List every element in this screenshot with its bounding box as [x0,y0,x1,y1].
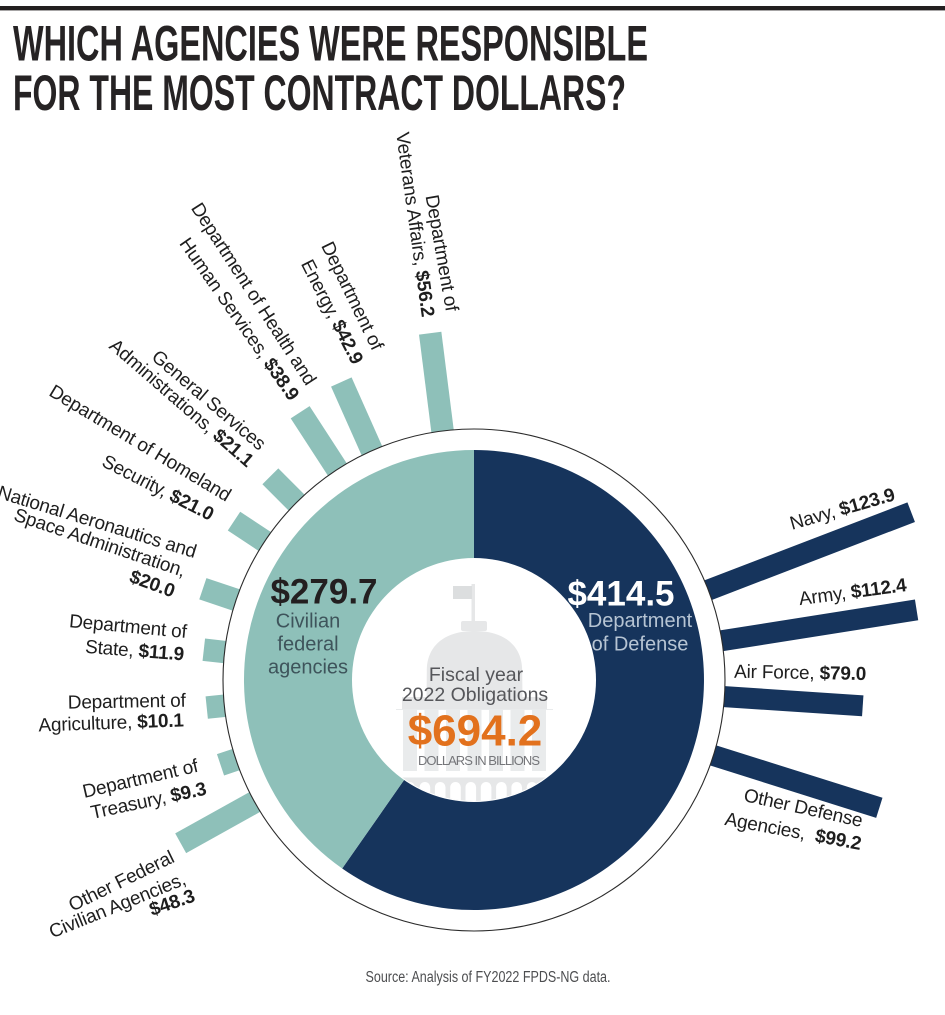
svg-text:Civilian: Civilian [276,610,340,632]
svg-text:$694.2: $694.2 [408,707,543,756]
svg-text:Agriculture, $10.1: Agriculture, $10.1 [38,710,185,736]
svg-text:Department of: Department of [68,691,187,714]
svg-text:2022 Obligations: 2022 Obligations [402,684,549,706]
svg-text:federal: federal [277,633,338,655]
svg-text:$414.5: $414.5 [567,575,674,614]
svg-text:Department: Department [588,610,693,632]
svg-text:$279.7: $279.7 [270,573,377,612]
svg-text:Source: Analysis of FY2022 FPD: Source: Analysis of FY2022 FPDS-NG data. [366,969,611,986]
svg-text:WHICH AGENCIES WERE RESPONSIBL: WHICH AGENCIES WERE RESPONSIBLE [13,16,648,72]
svg-text:FOR THE MOST CONTRACT DOLLARS?: FOR THE MOST CONTRACT DOLLARS? [13,65,626,121]
svg-text:DOLLARS IN BILLIONS: DOLLARS IN BILLIONS [418,753,540,768]
svg-text:of Defense: of Defense [592,633,689,655]
svg-text:agencies: agencies [268,656,348,678]
svg-text:Air Force, $79.0: Air Force, $79.0 [734,662,866,685]
svg-text:Fiscal year: Fiscal year [429,664,524,686]
